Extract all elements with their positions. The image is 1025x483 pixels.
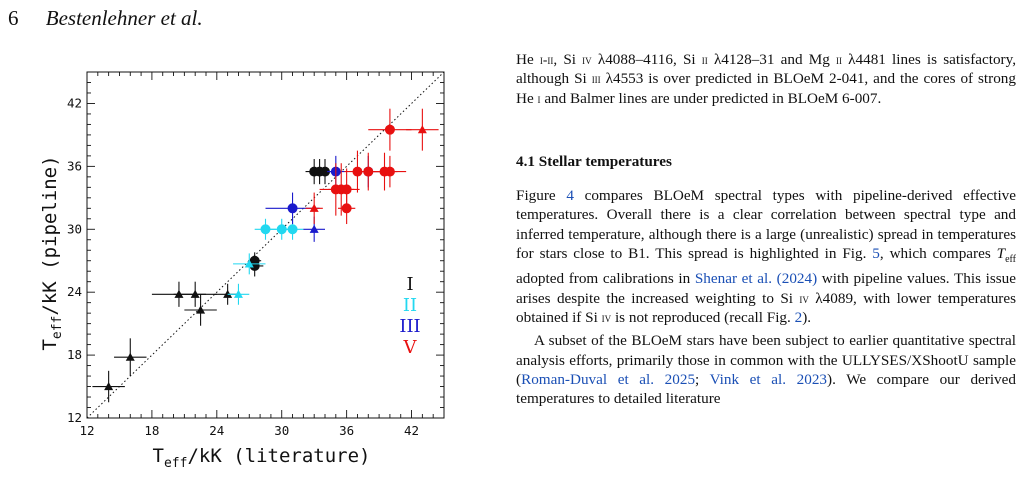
triangle-marker <box>104 382 114 391</box>
y-tick-label: 12 <box>67 410 82 425</box>
triangle-marker <box>309 224 319 233</box>
legend-entry-I: I <box>406 274 413 295</box>
intro_paragraph-segment: ii <box>835 52 842 67</box>
paragraph_3-segment: A subset of the BLOeM stars have been su… <box>516 332 1016 388</box>
data-point-class-II <box>233 253 266 275</box>
x-tick-label: 36 <box>339 423 354 438</box>
legend-entry-III: III <box>399 316 420 337</box>
paragraph_2-segment: T <box>996 245 1006 263</box>
paragraph_2-segment: with pipeline values. This issue arises … <box>516 270 1016 307</box>
x-tick-label: 24 <box>209 423 224 438</box>
circle-marker <box>363 166 374 177</box>
circle-marker <box>287 224 298 235</box>
x-tick-label: 18 <box>144 423 159 438</box>
paragraph_2-segment: , which compares <box>879 245 997 263</box>
data-point-class-I <box>114 338 147 377</box>
intro_paragraph-segment: i-ii <box>539 52 554 67</box>
data-point-class-I <box>248 252 262 270</box>
section-heading: 4.1 Stellar temperatures <box>516 152 672 170</box>
paragraph-literature-comparison: A subset of the BLOeM stars have been su… <box>516 331 1016 408</box>
y-axis-label: Teff/kK (pipeline) <box>39 155 65 350</box>
plot-points <box>92 108 439 403</box>
paragraph_3-segment[interactable]: Roman-Duval et al. 2025 <box>521 370 696 388</box>
circle-marker <box>341 184 352 195</box>
circle-marker <box>384 124 395 135</box>
circle-marker <box>320 166 330 177</box>
circle-marker <box>341 203 352 214</box>
paragraph_2-segment: iv <box>601 310 612 325</box>
paragraph_2-segment: eff <box>1005 254 1017 266</box>
x-axis-label: Teff/kK (literature) <box>153 445 371 471</box>
paragraph_2-segment: ). <box>802 309 812 326</box>
paragraph_2-segment: adopted from calibrations in <box>516 270 695 288</box>
y-tick-label: 42 <box>67 95 82 110</box>
data-point-class-V <box>337 192 356 225</box>
page-number: 6 <box>8 6 19 30</box>
one-to-one-line <box>87 72 444 418</box>
running-head: Bestenlehner et al. <box>45 6 203 30</box>
page-header: 6 Bestenlehner et al. <box>8 6 203 31</box>
paragraph_2-segment[interactable]: 4 <box>566 187 574 205</box>
y-tick-label: 30 <box>67 221 82 236</box>
data-point-class-I <box>173 281 217 307</box>
paragraph_2-segment: is not reproduced (recall Fig. <box>611 309 795 326</box>
paragraph_2-segment: λ4089, with lower temperatures obtained … <box>516 289 1017 326</box>
intro_paragraph-segment: iv <box>582 52 592 67</box>
paragraph_2-segment[interactable]: 2 <box>794 309 803 326</box>
paragraph_2-segment[interactable]: Shenar et al. (2024) <box>694 270 818 288</box>
paragraph_2-segment: iv <box>799 290 809 306</box>
plot-frame <box>86 71 445 419</box>
data-point-class-V <box>305 192 323 225</box>
data-point-class-II <box>227 283 250 305</box>
text-column: He i-ii, Si iv λ4088–4116, Si ii λ4128–3… <box>516 50 1016 408</box>
paragraph_3-segment: ; <box>695 370 710 388</box>
x-tick-label: 12 <box>79 423 94 438</box>
triangle-marker <box>309 203 319 212</box>
intro_paragraph-segment: λ4481 lines is satisfactory, although Si <box>516 51 1017 88</box>
x-tick-label: 42 <box>404 423 419 438</box>
paragraph-figure-comparison: Figure 4 compares BLOeM spectral types w… <box>516 186 1016 327</box>
intro_paragraph-segment: ii <box>701 52 708 67</box>
intro-paragraph: He i-ii, Si iv λ4088–4116, Si ii λ4128–3… <box>516 50 1016 108</box>
triangle-marker <box>190 289 200 298</box>
data-point-class-V <box>373 155 407 188</box>
y-tick-label: 36 <box>67 158 82 173</box>
intro_paragraph-segment: λ4088–4116, Si <box>591 51 702 68</box>
intro_paragraph-segment: λ4553 is over predicted in BLOeM 2-041, … <box>516 70 1016 107</box>
circle-marker <box>384 166 395 177</box>
data-point-class-I <box>184 294 217 326</box>
paragraph_2-segment[interactable]: 5 <box>872 245 880 263</box>
intro_paragraph-segment: , Si <box>553 51 583 68</box>
legend-entry-II: II <box>403 295 417 316</box>
legend-entry-V: V <box>403 337 418 358</box>
circle-marker <box>287 203 298 214</box>
paragraph_2-segment: Figure <box>516 187 567 205</box>
paragraph_3-segment: ). We compare our derived temperatures t… <box>516 370 1016 408</box>
intro_paragraph-segment: λ4128–31 and Mg <box>707 51 836 68</box>
data-point-class-V <box>368 108 412 151</box>
triangle-marker <box>233 289 243 298</box>
data-point-class-I <box>92 370 125 403</box>
triangle-marker <box>125 352 135 361</box>
triangle-marker <box>196 305 206 314</box>
circle-marker <box>260 224 271 235</box>
data-point-class-V <box>406 108 439 151</box>
triangle-marker <box>244 259 254 268</box>
intro_paragraph-segment: i <box>537 90 541 106</box>
x-tick-label: 30 <box>274 423 289 438</box>
intro_paragraph-segment: iii <box>591 71 601 87</box>
triangle-marker <box>417 125 427 134</box>
y-tick-label: 18 <box>67 347 82 362</box>
paragraph_2-segment: compares BLOeM spectral types with pipel… <box>516 187 1017 263</box>
intro_paragraph-segment: and Balmer lines are under predicted in … <box>540 89 882 107</box>
paragraph_3-segment[interactable]: Vink et al. 2023 <box>709 370 828 388</box>
circle-marker <box>249 255 260 266</box>
intro_paragraph-segment: He <box>516 51 540 68</box>
y-tick-label: 24 <box>67 284 82 299</box>
